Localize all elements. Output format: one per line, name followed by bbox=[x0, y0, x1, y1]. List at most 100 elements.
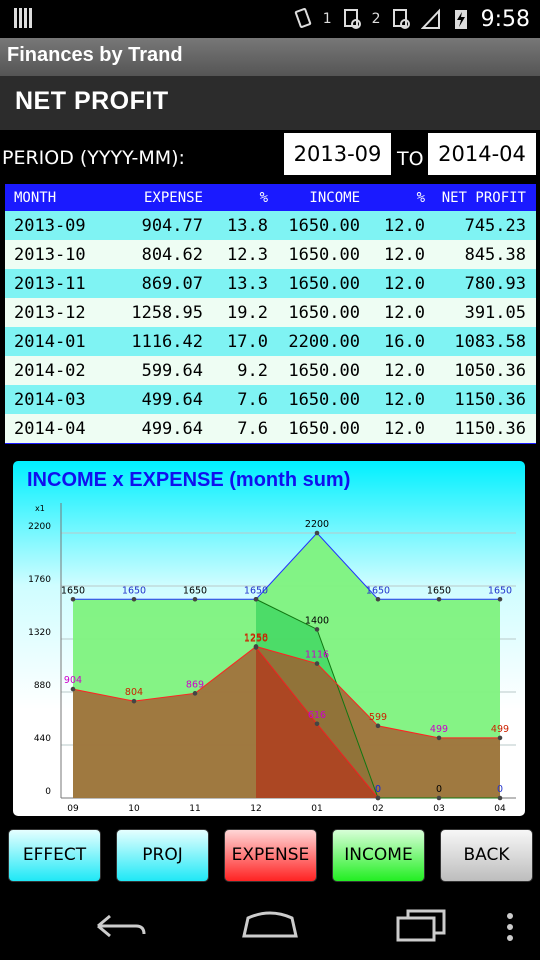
cell-expense-percent: 17.0 bbox=[227, 331, 268, 352]
net-profit-table[interactable]: MONTH EXPENSE % INCOME % NET PROFIT 2013… bbox=[5, 184, 536, 444]
data-point bbox=[314, 627, 320, 632]
data-label: 0 bbox=[436, 784, 442, 795]
cell-income-percent: 16.0 bbox=[384, 331, 425, 352]
data-label: 1650 bbox=[244, 585, 268, 596]
data-point bbox=[436, 596, 442, 602]
expense-line bbox=[72, 645, 500, 739]
data-label: 1258 bbox=[244, 632, 268, 643]
sim2-no-signal-icon bbox=[392, 9, 410, 29]
cell-month: 2013-09 bbox=[14, 215, 86, 236]
data-point bbox=[253, 596, 259, 602]
cell-net-profit: 7197.25 bbox=[454, 443, 526, 444]
app-bar: Finances by Trand bbox=[0, 38, 540, 77]
cell-income-percent: 12.0 bbox=[384, 418, 425, 439]
cell-expense: 1116.42 bbox=[131, 331, 203, 352]
data-point bbox=[70, 596, 76, 602]
data-label: 0 bbox=[375, 784, 381, 795]
cell-income-percent: 12.0 bbox=[384, 389, 425, 410]
data-label: 1650 bbox=[488, 585, 512, 596]
cell-month: 2013-10 bbox=[14, 244, 86, 265]
data-point bbox=[497, 596, 503, 602]
table-row[interactable]: 2013-12 1258.95 19.2 1650.00 12.0 391.05 bbox=[5, 298, 536, 327]
cell-net-profit: 845.38 bbox=[464, 244, 526, 265]
battery-charging-icon bbox=[454, 10, 467, 29]
cell-net-profit: 1083.58 bbox=[454, 331, 526, 352]
x-tick-label: 04 bbox=[494, 804, 506, 814]
home-icon[interactable] bbox=[240, 910, 300, 940]
cell-month: 2013-11 bbox=[14, 273, 86, 294]
cell-income: 1650.00 bbox=[288, 389, 360, 410]
cell-net-profit: 391.05 bbox=[464, 302, 526, 323]
period-to-field[interactable]: 2014-04 bbox=[428, 133, 536, 175]
data-label: 1250 bbox=[244, 633, 268, 644]
proj-button[interactable]: PROJ bbox=[116, 829, 209, 882]
period-label: PERIOD (YYYY-MM): bbox=[2, 147, 185, 169]
data-label: 869 bbox=[186, 679, 204, 690]
navigation-bar bbox=[0, 892, 540, 960]
cell-income: 13750.00 bbox=[278, 443, 360, 444]
income-expense-chart: INCOME x EXPENSE (month sum) 0 440 880 1320… bbox=[13, 461, 525, 816]
table-row[interactable]: 2013-11 869.07 13.3 1650.00 12.0 780.93 bbox=[5, 269, 536, 298]
y-tick-label: 0 bbox=[45, 787, 51, 797]
cell-income: 1650.00 bbox=[288, 302, 360, 323]
income-line bbox=[73, 532, 500, 600]
data-label: 499 bbox=[491, 724, 509, 735]
cell-month: 2014-01 bbox=[14, 331, 86, 352]
overflow-menu-icon[interactable] bbox=[504, 912, 516, 942]
header-expense-percent: % bbox=[259, 189, 268, 206]
table-row[interactable]: 2014-04 499.64 7.6 1650.00 12.0 1150.36 bbox=[5, 414, 536, 443]
sim1-no-signal-icon bbox=[343, 9, 361, 29]
cell-expense: 869.07 bbox=[141, 273, 203, 294]
cell-income: 1650.00 bbox=[288, 273, 360, 294]
cell-month: 2014-04 bbox=[14, 418, 86, 439]
data-point bbox=[375, 596, 381, 602]
data-label: 2200 bbox=[305, 519, 329, 530]
page-header: NET PROFIT bbox=[0, 76, 540, 130]
data-label: 1650 bbox=[427, 585, 451, 596]
table-row[interactable]: 2013-10 804.62 12.3 1650.00 12.0 845.38 bbox=[5, 240, 536, 269]
app-title: Finances by Trand bbox=[7, 44, 183, 66]
period-from-field[interactable]: 2013-09 bbox=[284, 133, 391, 175]
cell-month: 2014-03 bbox=[14, 389, 86, 410]
data-label: 0 bbox=[375, 784, 381, 795]
status-bar: 1 2 9:58 bbox=[0, 0, 540, 38]
cell-expense-percent: 7.6 bbox=[237, 418, 268, 439]
header-expense: EXPENSE bbox=[143, 189, 203, 206]
y-tick-label: 2200 bbox=[28, 522, 51, 532]
table-row[interactable]: 2014-02 599.64 9.2 1650.00 12.0 1050.36 bbox=[5, 356, 536, 385]
data-label: 599 bbox=[369, 712, 387, 723]
cell-expense: 804.62 bbox=[141, 244, 203, 265]
effect-button[interactable]: EFFECT bbox=[8, 829, 101, 882]
cell-expense: 904.77 bbox=[141, 215, 203, 236]
data-label: 499 bbox=[430, 724, 448, 735]
cell-income: 1650.00 bbox=[288, 244, 360, 265]
table-row[interactable]: 2014-01 1116.42 17.0 2200.00 16.0 1083.58 bbox=[5, 327, 536, 356]
table-total-row[interactable]: TOTAL 6552.75 100.0 13750.00 100.0 7197.25 bbox=[5, 443, 536, 444]
header-net-profit: NET PROFIT bbox=[441, 189, 526, 206]
table-row[interactable]: 2013-09 904.77 13.8 1650.00 12.0 745.23 bbox=[5, 211, 536, 240]
data-label: 804 bbox=[125, 687, 143, 698]
back-icon[interactable] bbox=[92, 910, 148, 942]
cell-expense-percent: 7.6 bbox=[237, 389, 268, 410]
header-month: MONTH bbox=[14, 189, 57, 206]
cell-expense-percent: 13.3 bbox=[227, 273, 268, 294]
data-point bbox=[375, 723, 381, 729]
back-button[interactable]: BACK bbox=[440, 829, 533, 882]
income-button[interactable]: INCOME bbox=[332, 829, 425, 882]
y-tick-label: 880 bbox=[34, 681, 51, 691]
cell-income-percent: 12.0 bbox=[384, 273, 425, 294]
data-point bbox=[497, 735, 503, 741]
data-label: 1400 bbox=[305, 615, 329, 626]
cell-income-percent: 12.0 bbox=[384, 360, 425, 381]
expense-button[interactable]: EXPENSE bbox=[224, 829, 317, 882]
table-row[interactable]: 2014-03 499.64 7.6 1650.00 12.0 1150.36 bbox=[5, 385, 536, 414]
y-tick-label: 1320 bbox=[28, 628, 51, 638]
y-tick-label: 440 bbox=[34, 734, 51, 744]
page-title: NET PROFIT bbox=[15, 87, 169, 115]
cell-income: 1650.00 bbox=[288, 215, 360, 236]
recents-icon[interactable] bbox=[394, 908, 450, 942]
data-label: 1650 bbox=[61, 585, 85, 596]
cell-expense: 599.64 bbox=[141, 360, 203, 381]
cell-expense-percent: 19.2 bbox=[227, 302, 268, 323]
cell-expense: 499.64 bbox=[141, 418, 203, 439]
